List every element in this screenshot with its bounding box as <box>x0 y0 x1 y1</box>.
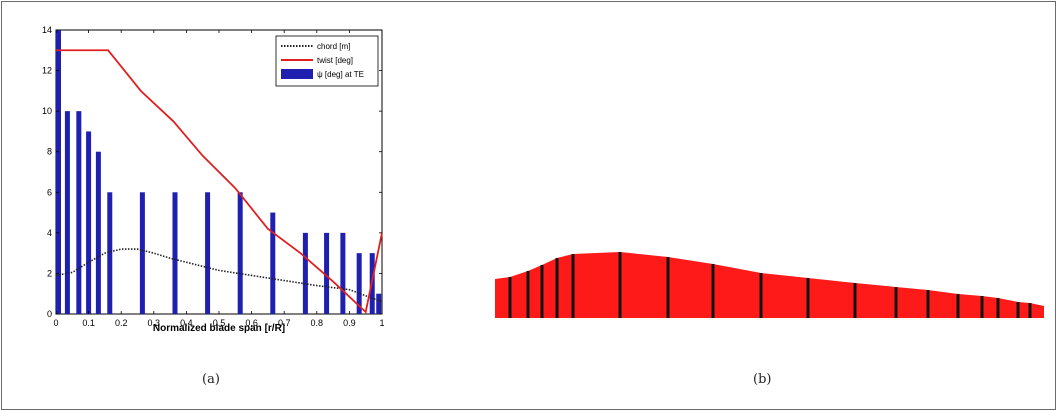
bar <box>340 232 346 314</box>
x-tick-label: 1 <box>379 318 384 328</box>
bar-series <box>56 30 382 315</box>
bar <box>302 232 308 314</box>
bar <box>237 192 243 314</box>
y-tick-label: 4 <box>47 228 52 238</box>
line-series-group <box>55 49 383 314</box>
y-tick-label: 2 <box>47 268 52 278</box>
x-tick-label: 0 <box>53 318 58 328</box>
legend-psi-swatch <box>281 69 313 79</box>
bar <box>76 111 82 315</box>
legend-twist-label: twist [deg] <box>317 56 353 65</box>
y-tick-label: 8 <box>47 147 52 157</box>
twist-line <box>56 49 383 314</box>
bar <box>324 232 330 314</box>
legend-psi-label: ψ [deg] at TE <box>317 70 364 79</box>
y-tick-label: 0 <box>47 309 52 319</box>
legend-chord-label: chord [m] <box>317 42 350 51</box>
x-tick-label: 0.8 <box>311 318 324 328</box>
y-tick-label: 12 <box>42 66 52 76</box>
x-tick-label: 0.9 <box>343 318 356 328</box>
bar <box>270 212 276 314</box>
chord-line <box>55 248 383 303</box>
blade-shape <box>495 252 1044 318</box>
bar <box>95 151 101 314</box>
caption-b: (b) <box>753 372 772 387</box>
x-tick-label: 0.2 <box>115 318 128 328</box>
legend: chord [m] twist [deg] ψ [deg] at TE <box>275 35 379 87</box>
bar <box>356 253 362 314</box>
caption-a: (a) <box>202 372 220 387</box>
x-tick-label: 0.4 <box>180 318 193 328</box>
blade-planform <box>495 252 1044 318</box>
section-lines <box>508 252 1032 318</box>
bar <box>376 293 382 314</box>
x-tick-label: 0.3 <box>148 318 161 328</box>
y-tick-label: 14 <box>42 25 52 35</box>
bar <box>56 30 61 314</box>
bar <box>107 192 113 314</box>
x-tick-label: 0.5 <box>213 318 226 328</box>
x-tick-label: 0.7 <box>278 318 291 328</box>
x-tick-label: 0.1 <box>82 318 95 328</box>
bar <box>139 192 145 314</box>
x-tick-label: 0.6 <box>245 318 258 328</box>
bar <box>205 192 211 314</box>
y-tick-label: 6 <box>47 187 52 197</box>
y-tick-label: 10 <box>42 106 52 116</box>
x-axis-label: Normalized blade span [r/R] <box>153 323 285 334</box>
chart-a: 0 0.1 0.2 0.3 0.4 0.5 0.6 0.7 0.8 0.9 102468101214… <box>42 25 385 334</box>
bar <box>64 111 70 315</box>
bar <box>172 192 178 314</box>
bar <box>86 131 92 314</box>
